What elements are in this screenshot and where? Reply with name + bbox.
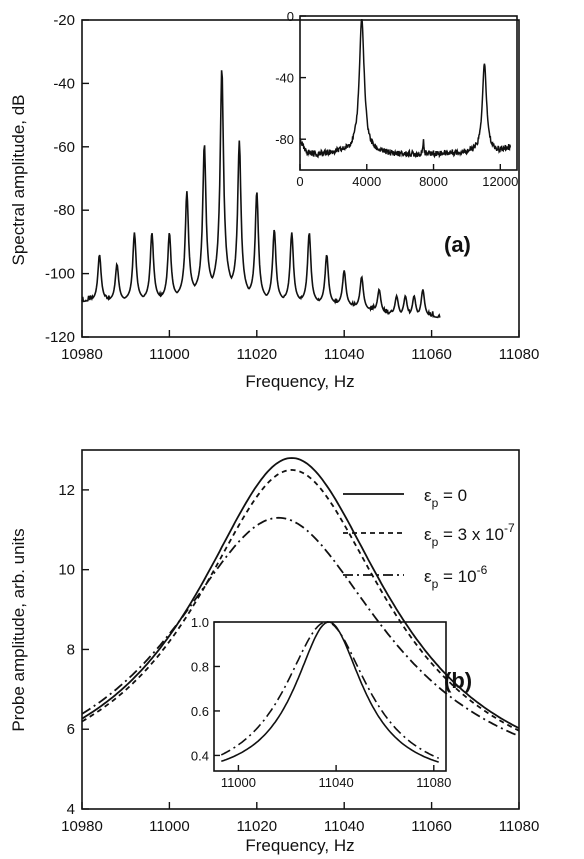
panel-a-y-axis-label: Spectral amplitude, dB: [9, 94, 28, 265]
panel-b-inset-x-ticks: 11000 11040 11080: [221, 765, 451, 790]
x-tick-label: 11080: [499, 818, 540, 835]
panel-a-inset-y-ticks: 0 -40 -80: [275, 9, 306, 147]
panel-a: 10980 11000 11020 11040 11060 11080 -120-100-…: [9, 9, 539, 391]
y-tick-label: 0.8: [191, 659, 209, 674]
x-tick-label: 11080: [499, 346, 540, 363]
x-tick-label: 11060: [411, 346, 452, 363]
panel-b-y-axis-label: Probe amplitude, arb. units: [9, 528, 28, 731]
x-tick-label: 11020: [236, 818, 277, 835]
x-tick-label: 11000: [149, 346, 190, 363]
y-tick-label: -80: [53, 202, 75, 219]
panel-b-inset-series-lines: [220, 621, 440, 763]
panel-b-x-ticks: 10980 11000 11020 11040 11060 11080: [61, 802, 539, 835]
series-line-3: [81, 516, 520, 737]
panel-b-label: (b): [444, 668, 472, 693]
x-tick-label: 4000: [352, 174, 381, 189]
panel-a-inset-x-ticks: 0 4000 8000 12000: [296, 164, 518, 189]
y-tick-label: 0.4: [191, 748, 209, 763]
y-tick-label: 1.0: [191, 615, 209, 630]
inset-series-line-1: [221, 621, 439, 763]
panel-a-y-ticks: -120 -100 -80 -60 -40 -20: [45, 12, 89, 346]
y-tick-label: 4: [67, 801, 75, 818]
y-tick-label: 12: [58, 482, 75, 499]
x-tick-label: 12000: [482, 174, 518, 189]
y-tick-label: -120: [45, 329, 75, 346]
x-tick-label: 11080: [416, 775, 451, 790]
x-tick-label: 11060: [411, 818, 452, 835]
x-tick-label: 11040: [319, 775, 354, 790]
panel-a-x-axis-label: Frequency, Hz: [245, 372, 354, 391]
y-tick-label: 0: [287, 9, 294, 24]
panel-a-inset: 0 4000 8000 12000 0 -40 -80: [275, 9, 518, 189]
panel-b-inset: 11000 11040 11080 0.4 0.6 0.8 1.0: [191, 615, 451, 790]
panel-a-x-ticks: 10980 11000 11020 11040 11060 11080: [61, 330, 539, 363]
legend-label-3: εp = 10-6: [424, 563, 488, 591]
y-tick-label: 8: [67, 641, 75, 658]
y-tick-label: -20: [53, 12, 75, 29]
y-tick-label: -100: [45, 266, 75, 283]
x-tick-label: 11000: [149, 818, 190, 835]
x-tick-label: 10980: [61, 818, 103, 835]
inset-series-line-2: [220, 621, 440, 759]
legend-label-1: εp = 0: [424, 486, 467, 510]
panel-b-inset-y-ticks: 0.4 0.6 0.8 1.0: [191, 615, 220, 763]
legend-label-2: εp = 3 x 10-7: [424, 521, 515, 549]
panel-a-inset-frame: [299, 15, 518, 171]
y-tick-label: -40: [275, 71, 294, 86]
x-tick-label: 10980: [61, 346, 103, 363]
y-tick-label: 0.6: [191, 704, 209, 719]
y-tick-label: -60: [53, 139, 75, 156]
y-tick-label: 6: [67, 721, 75, 738]
y-tick-label: -40: [53, 75, 75, 92]
x-tick-label: 11000: [221, 775, 256, 790]
x-tick-label: 11020: [236, 346, 277, 363]
y-tick-label: 10: [58, 562, 75, 579]
panel-b-y-ticks: 4 6 8 10 12: [58, 482, 89, 818]
panel-a-spectrum-line: [81, 70, 441, 319]
x-tick-label: 11040: [324, 346, 365, 363]
panel-b: 10980 11000 11020 11040 11060 11080 4 6 8 10 12 F…: [9, 449, 539, 855]
panel-a-label: (a): [444, 232, 471, 257]
x-tick-label: 0: [296, 174, 303, 189]
y-tick-label: -80: [275, 132, 294, 147]
panel-a-inset-spectrum-line: [299, 18, 512, 159]
x-tick-label: 11040: [324, 818, 365, 835]
panel-b-legend: εp = 0 εp = 3 x 10-7 εp = 10-6: [343, 486, 515, 591]
panel-b-plot-frame: [81, 449, 520, 810]
x-tick-label: 8000: [419, 174, 448, 189]
panel-b-x-axis-label: Frequency, Hz: [245, 836, 354, 855]
